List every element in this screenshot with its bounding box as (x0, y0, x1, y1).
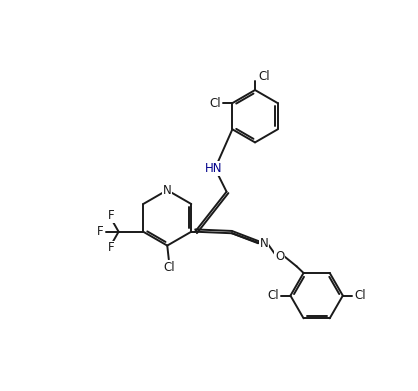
Text: O: O (275, 250, 284, 263)
Text: N: N (163, 184, 172, 197)
Text: F: F (107, 241, 114, 255)
Text: F: F (97, 225, 103, 238)
Text: Cl: Cl (258, 70, 270, 83)
Text: Cl: Cl (268, 289, 279, 302)
Text: N: N (260, 237, 269, 250)
Text: F: F (107, 209, 114, 222)
Text: HN: HN (205, 162, 222, 175)
Text: Cl: Cl (354, 289, 366, 302)
Text: Cl: Cl (163, 261, 175, 274)
Text: Cl: Cl (209, 97, 221, 109)
